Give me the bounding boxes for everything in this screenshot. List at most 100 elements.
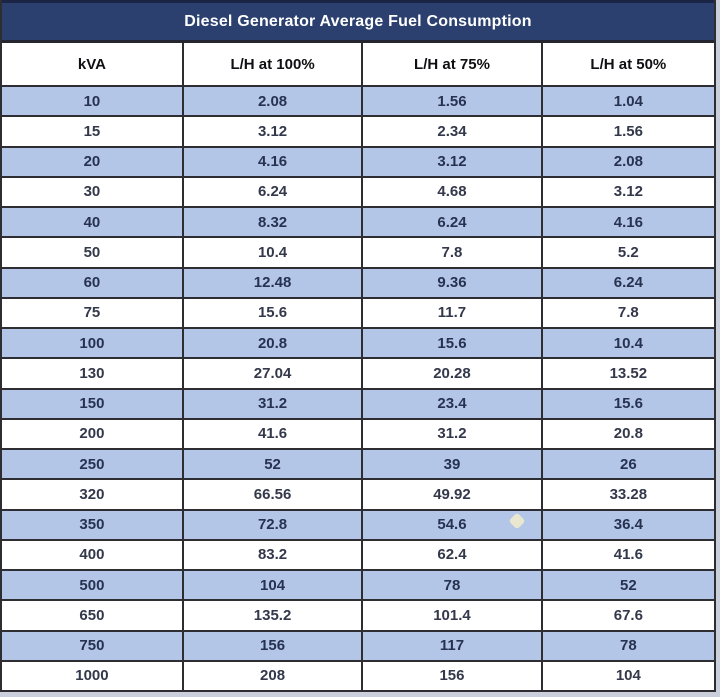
- table-cell: 2.34: [361, 115, 543, 148]
- table-cell: 23.4: [361, 387, 543, 420]
- table-cell: 7.8: [540, 296, 714, 330]
- table-cell: 3.12: [361, 145, 543, 178]
- table-cell: 20.8: [181, 326, 364, 360]
- table-row: 30 6.24 4.68 3.12: [2, 175, 714, 209]
- table-cell: 30: [2, 175, 184, 209]
- header-row: kVA L/H at 100% L/H at 75% L/H at 50%: [2, 43, 714, 87]
- table-row: 40 8.32 6.24 4.16: [2, 205, 714, 239]
- table-row: 1000 208 156 104: [2, 659, 714, 693]
- table-cell: 52: [181, 447, 364, 481]
- table-row: 100 20.8 15.6 10.4: [2, 326, 714, 360]
- table-cell: 39: [361, 447, 543, 481]
- table-cell: 67.6: [540, 599, 714, 632]
- table-cell: 156: [361, 659, 543, 693]
- table-cell: 400: [2, 538, 184, 572]
- table-cell: 250: [2, 447, 184, 481]
- table-cell: 320: [2, 478, 184, 511]
- table-row: 15 3.12 2.34 1.56: [2, 115, 714, 148]
- column-header-lh-50: L/H at 50%: [540, 43, 714, 87]
- table-cell: 13.52: [540, 357, 714, 390]
- table-cell: 9.36: [361, 266, 543, 299]
- table-cell: 60: [2, 266, 184, 299]
- column-header-lh-100: L/H at 100%: [181, 43, 364, 87]
- table-title: Diesel Generator Average Fuel Consumptio…: [184, 12, 532, 30]
- table-cell: 52: [540, 568, 714, 602]
- table-cell: 5.2: [540, 236, 714, 269]
- table-row: 320 66.56 49.92 33.28: [2, 478, 714, 511]
- table-cell: 33.28: [540, 478, 714, 511]
- table-title-band: Diesel Generator Average Fuel Consumptio…: [2, 0, 714, 43]
- table-cell: 75: [2, 296, 184, 330]
- table-cell: 50: [2, 236, 184, 269]
- column-header-lh-75: L/H at 75%: [361, 43, 543, 87]
- table-cell: 83.2: [181, 538, 364, 572]
- table-row: 250 52 39 26: [2, 447, 714, 481]
- data-table: kVA L/H at 100% L/H at 75% L/H at 50% 10…: [2, 43, 714, 693]
- table-cell: 200: [2, 417, 184, 451]
- table-cell: 41.6: [540, 538, 714, 572]
- table-cell: 135.2: [181, 599, 364, 632]
- table-body: 10 2.08 1.56 1.04 15 3.12 2.34 1.56 20 4.16 3.12 2.…: [2, 84, 714, 693]
- table-row: 130 27.04 20.28 13.52: [2, 357, 714, 390]
- table-cell: 1000: [2, 659, 184, 693]
- table-row: 10 2.08 1.56 1.04: [2, 84, 714, 118]
- table-cell: 31.2: [361, 417, 543, 451]
- table-cell: 130: [2, 357, 184, 390]
- table-cell: 8.32: [181, 205, 364, 239]
- table-cell: 15.6: [181, 296, 364, 330]
- table-cell: 10: [2, 84, 184, 118]
- table-cell: 3.12: [181, 115, 364, 148]
- table-cell: 40: [2, 205, 184, 239]
- table-cell: 78: [540, 629, 714, 662]
- table-cell: 2.08: [181, 84, 364, 118]
- table-cell: 6.24: [181, 175, 364, 209]
- table-cell: 41.6: [181, 417, 364, 451]
- table-cell: 62.4: [361, 538, 543, 572]
- table-cell: 15.6: [540, 387, 714, 420]
- table-row: 200 41.6 31.2 20.8: [2, 417, 714, 451]
- table-row: 150 31.2 23.4 15.6: [2, 387, 714, 420]
- table-cell: 2.08: [540, 145, 714, 178]
- table-header: kVA L/H at 100% L/H at 75% L/H at 50%: [2, 43, 714, 87]
- table-cell: 101.4: [361, 599, 543, 632]
- table-row: 50 10.4 7.8 5.2: [2, 236, 714, 269]
- table-cell: 72.8: [181, 508, 364, 541]
- table-cell: 104: [540, 659, 714, 693]
- table-row: 400 83.2 62.4 41.6: [2, 538, 714, 572]
- table-cell: 3.12: [540, 175, 714, 209]
- table-cell: 117: [361, 629, 543, 662]
- table-row: 650 135.2 101.4 67.6: [2, 599, 714, 632]
- table-cell: 15: [2, 115, 184, 148]
- table-cell: 26: [540, 447, 714, 481]
- table-cell: 4.16: [181, 145, 364, 178]
- table-cell: 20.8: [540, 417, 714, 451]
- table-row: 75 15.6 11.7 7.8: [2, 296, 714, 330]
- table-cell: 1.56: [361, 84, 543, 118]
- table-row: 20 4.16 3.12 2.08: [2, 145, 714, 178]
- table-cell: 78: [361, 568, 543, 602]
- table-cell: 4.16: [540, 205, 714, 239]
- table-cell: 12.48: [181, 266, 364, 299]
- table-cell: 49.92: [361, 478, 543, 511]
- table-cell: 31.2: [181, 387, 364, 420]
- table-row: 500 104 78 52: [2, 568, 714, 602]
- table-cell: 750: [2, 629, 184, 662]
- table-row: 750 156 117 78: [2, 629, 714, 662]
- table-cell: 208: [181, 659, 364, 693]
- table-cell: 650: [2, 599, 184, 632]
- table-cell: 54.6: [361, 508, 543, 541]
- table-cell: 20.28: [361, 357, 543, 390]
- table-cell: 150: [2, 387, 184, 420]
- table-cell: 10.4: [540, 326, 714, 360]
- table-cell: 6.24: [361, 205, 543, 239]
- table-cell: 6.24: [540, 266, 714, 299]
- table-cell: 100: [2, 326, 184, 360]
- table-cell: 20: [2, 145, 184, 178]
- table-row: 350 72.8 54.6 36.4: [2, 508, 714, 541]
- table-cell: 4.68: [361, 175, 543, 209]
- table-cell: 1.56: [540, 115, 714, 148]
- table-cell: 15.6: [361, 326, 543, 360]
- column-header-kva: kVA: [2, 43, 184, 87]
